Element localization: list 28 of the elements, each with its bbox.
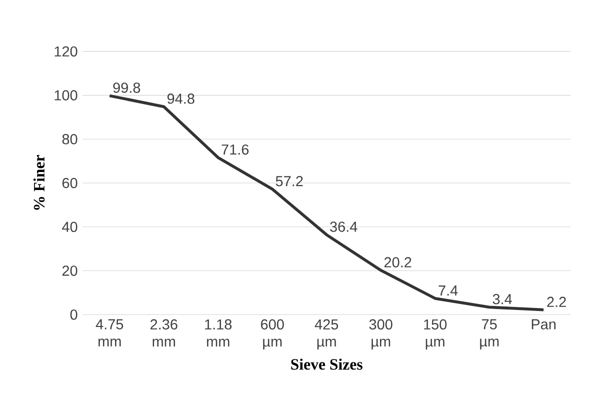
x-tick-label: 2.36 mm <box>150 319 178 346</box>
y-axis-title: % Finer <box>33 154 45 210</box>
y-tick-label: 0 <box>70 309 78 320</box>
x-tick-label: 425 µm <box>314 319 338 350</box>
x-tick-label: 600 µm <box>261 319 284 350</box>
x-axis-title: Sieve Sizes <box>291 358 362 370</box>
x-tick-label: 4.75 mm <box>96 319 124 346</box>
data-label: 20.2 <box>384 257 412 268</box>
y-tick-label: 100 <box>54 90 78 100</box>
data-label: 3.4 <box>492 294 512 304</box>
data-label: 94.8 <box>167 93 194 104</box>
data-label: 2.2 <box>547 296 566 307</box>
y-tick-label: 80 <box>62 134 78 144</box>
y-tick-label: 20 <box>62 266 78 276</box>
x-tick-label: 75 µm <box>480 319 499 350</box>
x-tick-label: Pan <box>532 319 556 330</box>
y-tick-label: 60 <box>62 178 78 188</box>
data-label: 71.6 <box>222 144 249 155</box>
x-tick-label: 1.18 mm <box>205 319 232 346</box>
data-label: 36.4 <box>330 222 358 232</box>
x-tick-label: 150 µm <box>424 319 447 350</box>
y-tick-label: 40 <box>62 222 78 232</box>
data-label: 99.8 <box>113 82 140 93</box>
line-series <box>108 94 546 312</box>
data-label: 7.4 <box>438 285 458 296</box>
y-tick-label: 120 <box>54 46 78 57</box>
x-tick-label: 300 µm <box>369 319 392 350</box>
data-label: 57.2 <box>276 176 303 186</box>
